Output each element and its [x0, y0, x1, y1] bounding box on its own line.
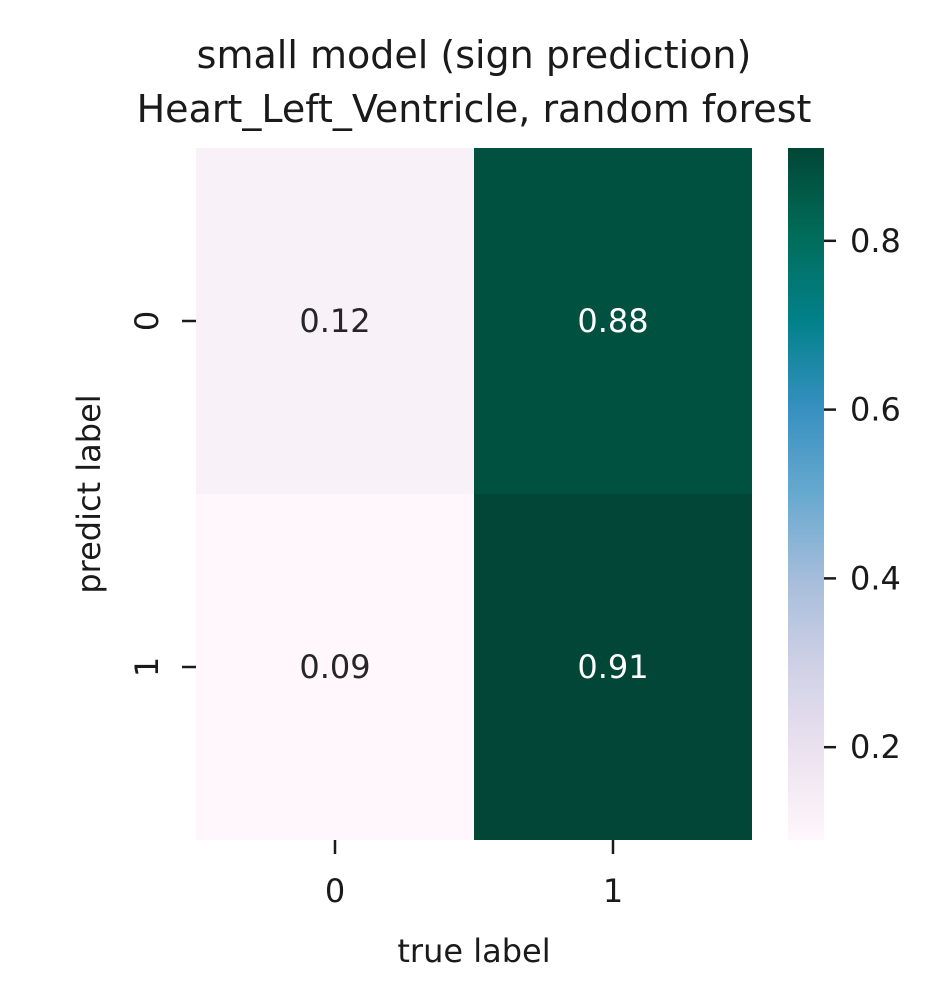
x-axis-label: true label: [397, 932, 550, 970]
x-tick-label-0: 0: [325, 872, 345, 910]
y-tick-label-0: 0: [128, 311, 166, 331]
heatmap-cell-1-0: [196, 494, 474, 840]
colorbar-tick-label-3: 0.8: [850, 222, 901, 260]
heatmap-cell-labels: 0.12 0.88 0.09 0.91: [299, 302, 648, 686]
y-axis-label: predict label: [70, 394, 108, 593]
colorbar: [788, 148, 824, 840]
chart-title: small model (sign prediction): [197, 33, 752, 77]
heatmap-cell-0-1: [474, 148, 752, 494]
y-tick-label-1: 1: [128, 657, 166, 677]
chart-subtitle: Heart_Left_Ventricle, random forest: [137, 87, 812, 131]
cell-value-label-1-0: 0.09: [299, 648, 370, 686]
colorbar-tick-label-0: 0.2: [850, 728, 901, 766]
heatmap-cells: [196, 148, 752, 840]
cell-value-label-1-1: 0.91: [577, 648, 648, 686]
colorbar-ticks: 0.2 0.4 0.6 0.8: [824, 222, 901, 766]
heatmap-cell-1-1: [474, 494, 752, 840]
colorbar-tick-label-1: 0.4: [850, 559, 901, 597]
heatmap-cell-0-0: [196, 148, 474, 494]
cell-value-label-0-1: 0.88: [577, 302, 648, 340]
colorbar-tick-label-2: 0.6: [850, 391, 901, 429]
cell-value-label-0-0: 0.12: [299, 302, 370, 340]
x-tick-label-1: 1: [603, 872, 623, 910]
y-axis-ticks: 01: [128, 311, 196, 677]
